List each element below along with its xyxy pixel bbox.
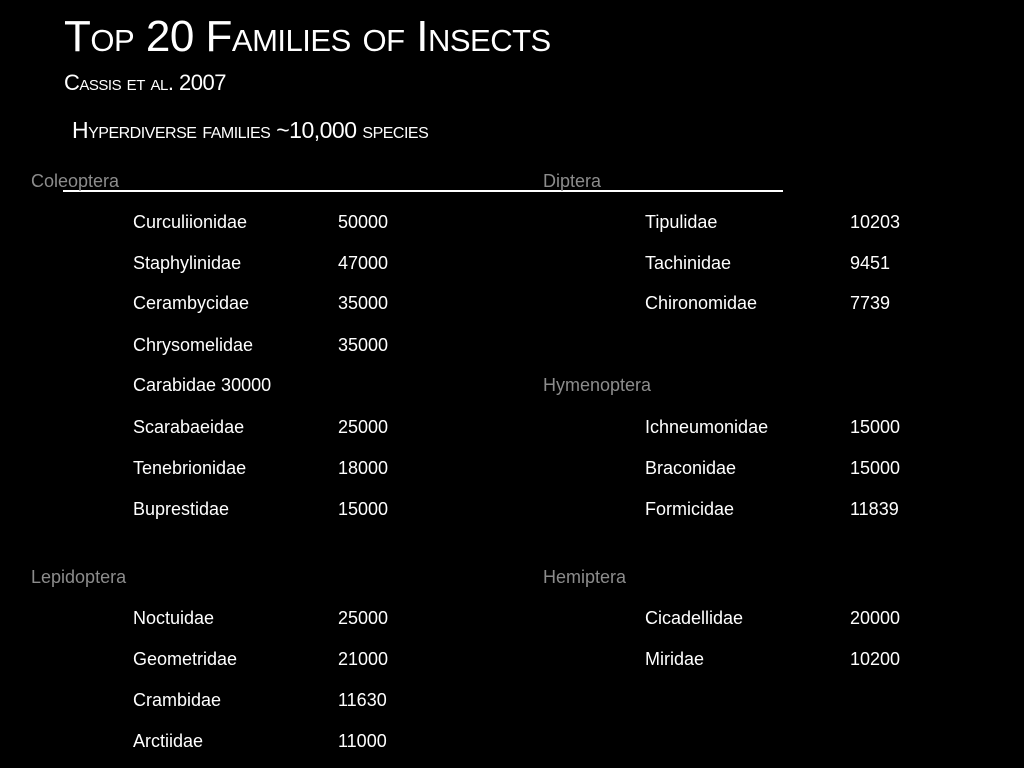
species-count: 10200 (850, 649, 901, 669)
species-count: 21000 (338, 649, 389, 669)
family-name: Geometridae (133, 649, 238, 669)
species-count: 7739 (850, 293, 891, 313)
order-label: Coleoptera (31, 171, 120, 191)
slide-subtitle: Cassis et al. 2007 (64, 70, 226, 95)
species-count: 25000 (338, 417, 389, 437)
order-label: Lepidoptera (31, 567, 127, 587)
section-heading: Hyperdiverse families ~10,000 species (72, 117, 429, 143)
species-count: 11630 (338, 690, 387, 710)
family-name: Staphylinidae (133, 253, 242, 273)
species-count: 10203 (850, 212, 901, 232)
family-name: Noctuidae (133, 608, 215, 628)
species-count: 35000 (338, 293, 389, 313)
family-name: Carabidae 30000 (133, 375, 272, 395)
order-label: Hemiptera (543, 567, 627, 587)
slide-title: Top 20 Families of Insects (64, 12, 551, 61)
family-name: Scarabaeidae (133, 417, 245, 437)
family-name: Chironomidae (645, 293, 758, 313)
family-name: Cerambycidae (133, 293, 250, 313)
species-count: 25000 (338, 608, 389, 628)
family-name: Ichneumonidae (645, 417, 769, 437)
species-count: 35000 (338, 335, 389, 355)
family-name: Tipulidae (645, 212, 718, 232)
species-count: 20000 (850, 608, 901, 628)
order-label: Diptera (543, 171, 602, 191)
family-name: Formicidae (645, 499, 735, 519)
species-count: 47000 (338, 253, 389, 273)
species-count: 15000 (850, 417, 901, 437)
species-count: 50000 (338, 212, 389, 232)
species-count: 11839 (850, 499, 899, 519)
family-name: Buprestidae (133, 499, 230, 519)
family-name: Tachinidae (645, 253, 732, 273)
species-count: 18000 (338, 458, 389, 478)
family-name: Tenebrionidae (133, 458, 247, 478)
species-count: 11000 (338, 731, 387, 751)
family-name: Braconidae (645, 458, 737, 478)
family-name: Arctiidae (133, 731, 204, 751)
species-count: 9451 (850, 253, 891, 273)
family-name: Chrysomelidae (133, 335, 254, 355)
family-name: Cicadellidae (645, 608, 744, 628)
family-name: Miridae (645, 649, 705, 669)
family-name: Crambidae (133, 690, 222, 710)
heading-underline (63, 190, 783, 192)
order-label: Hymenoptera (543, 375, 652, 395)
species-count: 15000 (850, 458, 901, 478)
family-name: Curculiionidae (133, 212, 248, 232)
species-count: 15000 (338, 499, 389, 519)
